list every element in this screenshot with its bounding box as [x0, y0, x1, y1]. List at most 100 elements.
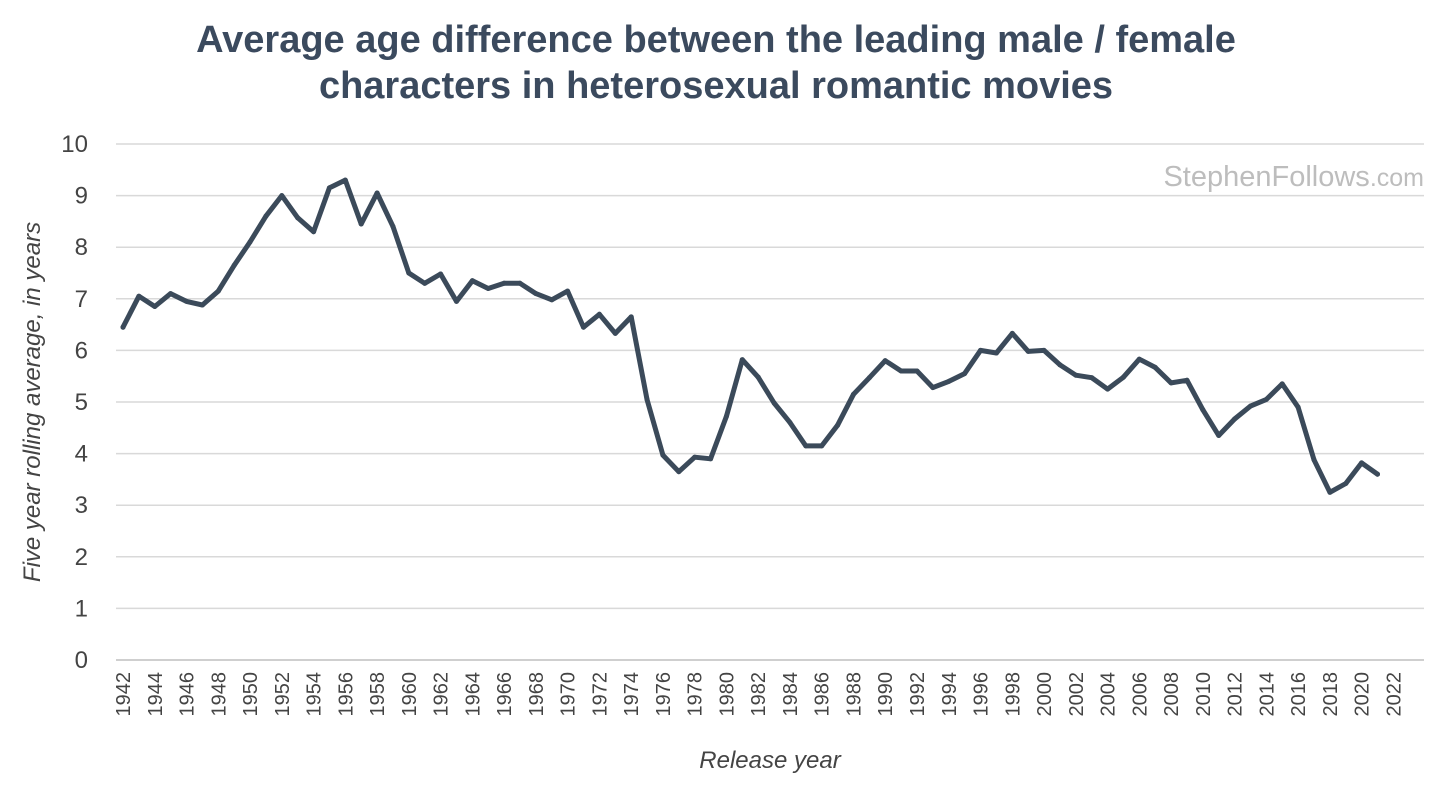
data-point-1942 — [120, 324, 126, 330]
x-tick-label: 1942 — [113, 672, 135, 717]
x-tick-label: 1974 — [621, 672, 643, 717]
y-tick-label: 9 — [75, 183, 88, 210]
data-point-1971 — [581, 324, 586, 330]
x-tick-label: 1948 — [208, 672, 230, 717]
x-tick-label: 1998 — [1002, 672, 1024, 717]
x-tick-label: 1946 — [177, 672, 199, 717]
x-tick-label: 1964 — [462, 672, 484, 717]
data-point-1994 — [946, 378, 952, 384]
data-point-1955 — [326, 185, 332, 191]
x-tick-label: 2016 — [1288, 672, 1310, 717]
x-axis-ticks: 1942 1944 1946 1948 1950 1952 1954 1956 1958 1960… — [113, 672, 1405, 717]
x-tick-label: 1950 — [240, 672, 262, 717]
chart-title-line-2: characters in heterosexual romantic movi… — [319, 65, 1113, 107]
data-point-1953 — [295, 215, 301, 221]
x-tick-label: 2010 — [1193, 672, 1215, 717]
data-point-1990 — [882, 358, 888, 364]
data-point-2011 — [1216, 433, 1222, 438]
data-point-1960 — [406, 270, 412, 276]
x-tick-label: 1994 — [939, 672, 961, 717]
data-point-2002 — [1073, 372, 1079, 378]
x-tick-label: 1978 — [685, 672, 707, 717]
x-tick-label: 1976 — [653, 672, 675, 717]
x-tick-label: 1966 — [494, 672, 516, 717]
watermark-suffix: .com — [1370, 164, 1424, 192]
data-point-1977 — [676, 469, 682, 475]
data-point-2018 — [1327, 489, 1333, 495]
data-point-1983 — [771, 400, 777, 406]
data-point-2004 — [1105, 386, 1111, 392]
x-tick-label: 1980 — [716, 672, 738, 717]
data-point-1951 — [263, 213, 269, 219]
y-tick-label: 8 — [75, 234, 88, 261]
data-point-1962 — [438, 271, 444, 277]
data-point-1972 — [596, 311, 602, 317]
data-point-2006 — [1136, 356, 1142, 362]
data-point-1965 — [485, 286, 491, 291]
data-point-1958 — [374, 190, 380, 196]
data-point-1959 — [390, 224, 396, 230]
data-point-1980 — [723, 413, 729, 419]
data-point-1950 — [247, 239, 253, 245]
x-tick-label: 2004 — [1098, 672, 1120, 717]
x-tick-label: 1956 — [335, 672, 357, 717]
data-point-1982 — [755, 374, 761, 380]
data-point-1969 — [549, 297, 555, 303]
data-point-1973 — [612, 330, 618, 336]
data-point-1997 — [993, 350, 999, 356]
x-tick-label: 1988 — [843, 672, 865, 717]
data-point-1970 — [565, 288, 571, 294]
watermark: StephenFollows.com — [1163, 161, 1424, 193]
data-point-1987 — [835, 422, 841, 428]
data-point-2010 — [1200, 407, 1206, 413]
data-point-2017 — [1311, 457, 1317, 463]
data-point-2019 — [1343, 481, 1349, 486]
data-point-2000 — [1041, 347, 1047, 353]
data-point-1991 — [898, 368, 904, 374]
x-tick-label: 1970 — [558, 672, 580, 717]
data-point-1992 — [914, 368, 920, 374]
y-tick-label: 0 — [75, 647, 88, 674]
x-tick-label: 1958 — [367, 672, 389, 717]
data-point-2003 — [1089, 375, 1095, 381]
x-tick-label: 2018 — [1320, 672, 1342, 717]
data-point-2001 — [1057, 362, 1063, 368]
watermark-main: StephenFollows — [1163, 161, 1369, 193]
data-point-1952 — [279, 193, 285, 199]
data-point-1945 — [168, 291, 174, 297]
x-tick-label: 2022 — [1383, 672, 1405, 717]
x-tick-label: 1962 — [431, 672, 453, 717]
data-point-2014 — [1263, 396, 1269, 402]
data-point-2008 — [1168, 380, 1174, 386]
x-tick-label: 1954 — [304, 672, 326, 717]
data-point-2021 — [1375, 471, 1380, 477]
x-tick-label: 2002 — [1066, 672, 1088, 717]
x-tick-label: 2000 — [1034, 672, 1056, 717]
data-point-1947 — [199, 302, 205, 308]
data-point-1968 — [533, 291, 539, 297]
y-axis-ticks: 0 1 2 3 4 5 6 7 8 9 10 — [61, 131, 88, 674]
x-tick-label: 2006 — [1129, 672, 1151, 717]
chart-title-line-1: Average age difference between the leadi… — [196, 19, 1236, 61]
y-tick-label: 1 — [75, 595, 88, 622]
x-tick-label: 2012 — [1225, 672, 1247, 717]
data-point-1986 — [819, 443, 825, 449]
data-point-1981 — [739, 357, 745, 363]
y-tick-label: 7 — [75, 286, 88, 313]
data-point-1963 — [454, 298, 459, 304]
data-point-1984 — [787, 420, 793, 426]
y-tick-label: 5 — [75, 389, 88, 416]
data-point-1985 — [803, 443, 809, 449]
y-tick-label: 6 — [75, 337, 88, 364]
series-line — [120, 177, 1380, 495]
data-point-1979 — [708, 456, 714, 462]
data-point-1998 — [1009, 330, 1015, 336]
x-tick-label: 2014 — [1256, 672, 1278, 717]
data-point-1988 — [851, 391, 856, 397]
data-point-1954 — [311, 229, 317, 235]
y-tick-label: 4 — [75, 441, 88, 468]
x-tick-label: 1982 — [748, 672, 770, 717]
x-tick-label: 1968 — [526, 672, 548, 717]
x-axis-label: Release year — [699, 747, 841, 774]
